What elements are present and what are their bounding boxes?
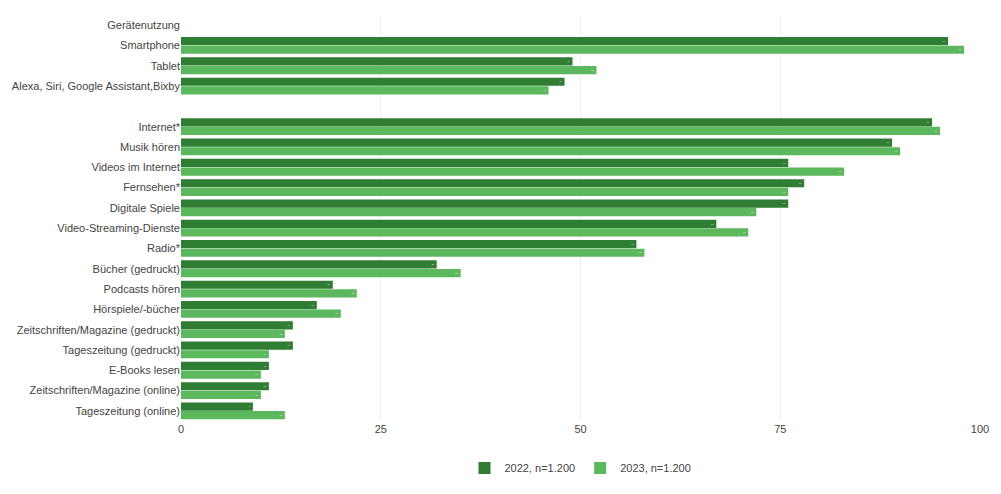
svg-text:35: 35 [455, 272, 458, 274]
svg-text:58: 58 [639, 251, 642, 253]
svg-text:83: 83 [839, 170, 842, 172]
svg-text:76: 76 [783, 162, 786, 164]
svg-text:Tageszeitung (online): Tageszeitung (online) [75, 405, 180, 417]
svg-text:46: 46 [543, 89, 546, 91]
svg-text:17: 17 [312, 304, 314, 306]
svg-text:76: 76 [783, 202, 786, 204]
svg-text:13: 13 [280, 414, 283, 416]
svg-text:Musik hören: Musik hören [120, 141, 180, 153]
svg-text:10: 10 [256, 394, 259, 396]
svg-text:0: 0 [178, 423, 184, 435]
svg-text:E-Books lesen: E-Books lesen [109, 364, 180, 376]
svg-text:Zeitschriften/Magazine (gedruc: Zeitschriften/Magazine (gedruckt) [17, 324, 180, 336]
svg-text:19: 19 [328, 283, 331, 285]
svg-text:Hörspiele/-bücher: Hörspiele/-bücher [93, 303, 180, 315]
svg-text:Podcasts hören: Podcasts hören [104, 283, 180, 295]
svg-text:13: 13 [280, 333, 283, 335]
svg-text:Video-Streaming-Dienste: Video-Streaming-Dienste [57, 222, 180, 234]
svg-text:11: 11 [264, 385, 266, 387]
svg-text:11: 11 [264, 365, 266, 367]
svg-text:75: 75 [774, 423, 786, 435]
svg-text:25: 25 [375, 423, 387, 435]
svg-text:32: 32 [431, 263, 433, 265]
svg-text:Smartphone: Smartphone [120, 39, 180, 51]
svg-text:96: 96 [943, 40, 946, 42]
svg-text:90: 90 [895, 150, 898, 152]
svg-text:100: 100 [971, 423, 989, 435]
svg-text:20: 20 [335, 312, 338, 314]
svg-text:49: 49 [567, 60, 570, 62]
svg-text:72: 72 [751, 211, 753, 213]
svg-text:Bücher (gedruckt): Bücher (gedruckt) [93, 263, 180, 275]
svg-text:Tageszeitung (gedruckt): Tageszeitung (gedruckt) [63, 344, 180, 356]
svg-text:94: 94 [927, 121, 930, 123]
svg-text:Internet*: Internet* [138, 121, 180, 133]
svg-text:76: 76 [783, 191, 786, 193]
svg-text:57: 57 [631, 243, 633, 245]
svg-text:10: 10 [256, 373, 259, 375]
svg-text:22: 22 [351, 292, 353, 294]
svg-text:14: 14 [288, 344, 291, 346]
svg-text:98: 98 [959, 48, 962, 50]
svg-text:48: 48 [559, 80, 562, 82]
svg-text:71: 71 [743, 231, 745, 233]
svg-text:Alexa, Siri, Google Assistant,: Alexa, Siri, Google Assistant,Bixby [12, 80, 181, 92]
svg-text:67: 67 [711, 223, 713, 225]
svg-text:Digitale Spiele: Digitale Spiele [110, 202, 180, 214]
svg-text:Tablet: Tablet [151, 60, 180, 72]
svg-text:Videos im Internet: Videos im Internet [92, 161, 180, 173]
svg-text:78: 78 [799, 182, 802, 184]
svg-text:Gerätenutzung: Gerätenutzung [107, 19, 180, 31]
svg-text:Fernsehen*: Fernsehen* [123, 181, 181, 193]
svg-text:11: 11 [264, 353, 266, 355]
svg-text:95: 95 [935, 130, 938, 132]
svg-text:9: 9 [249, 405, 251, 407]
svg-text:2022, n=1.200: 2022, n=1.200 [505, 462, 576, 474]
svg-text:89: 89 [887, 141, 890, 143]
svg-text:52: 52 [591, 69, 593, 71]
svg-text:14: 14 [288, 324, 291, 326]
svg-text:2023, n=1.200: 2023, n=1.200 [620, 462, 691, 474]
svg-text:Zeitschriften/Magazine (online: Zeitschriften/Magazine (online) [30, 384, 180, 396]
svg-text:Radio*: Radio* [147, 242, 181, 254]
svg-text:50: 50 [574, 423, 586, 435]
